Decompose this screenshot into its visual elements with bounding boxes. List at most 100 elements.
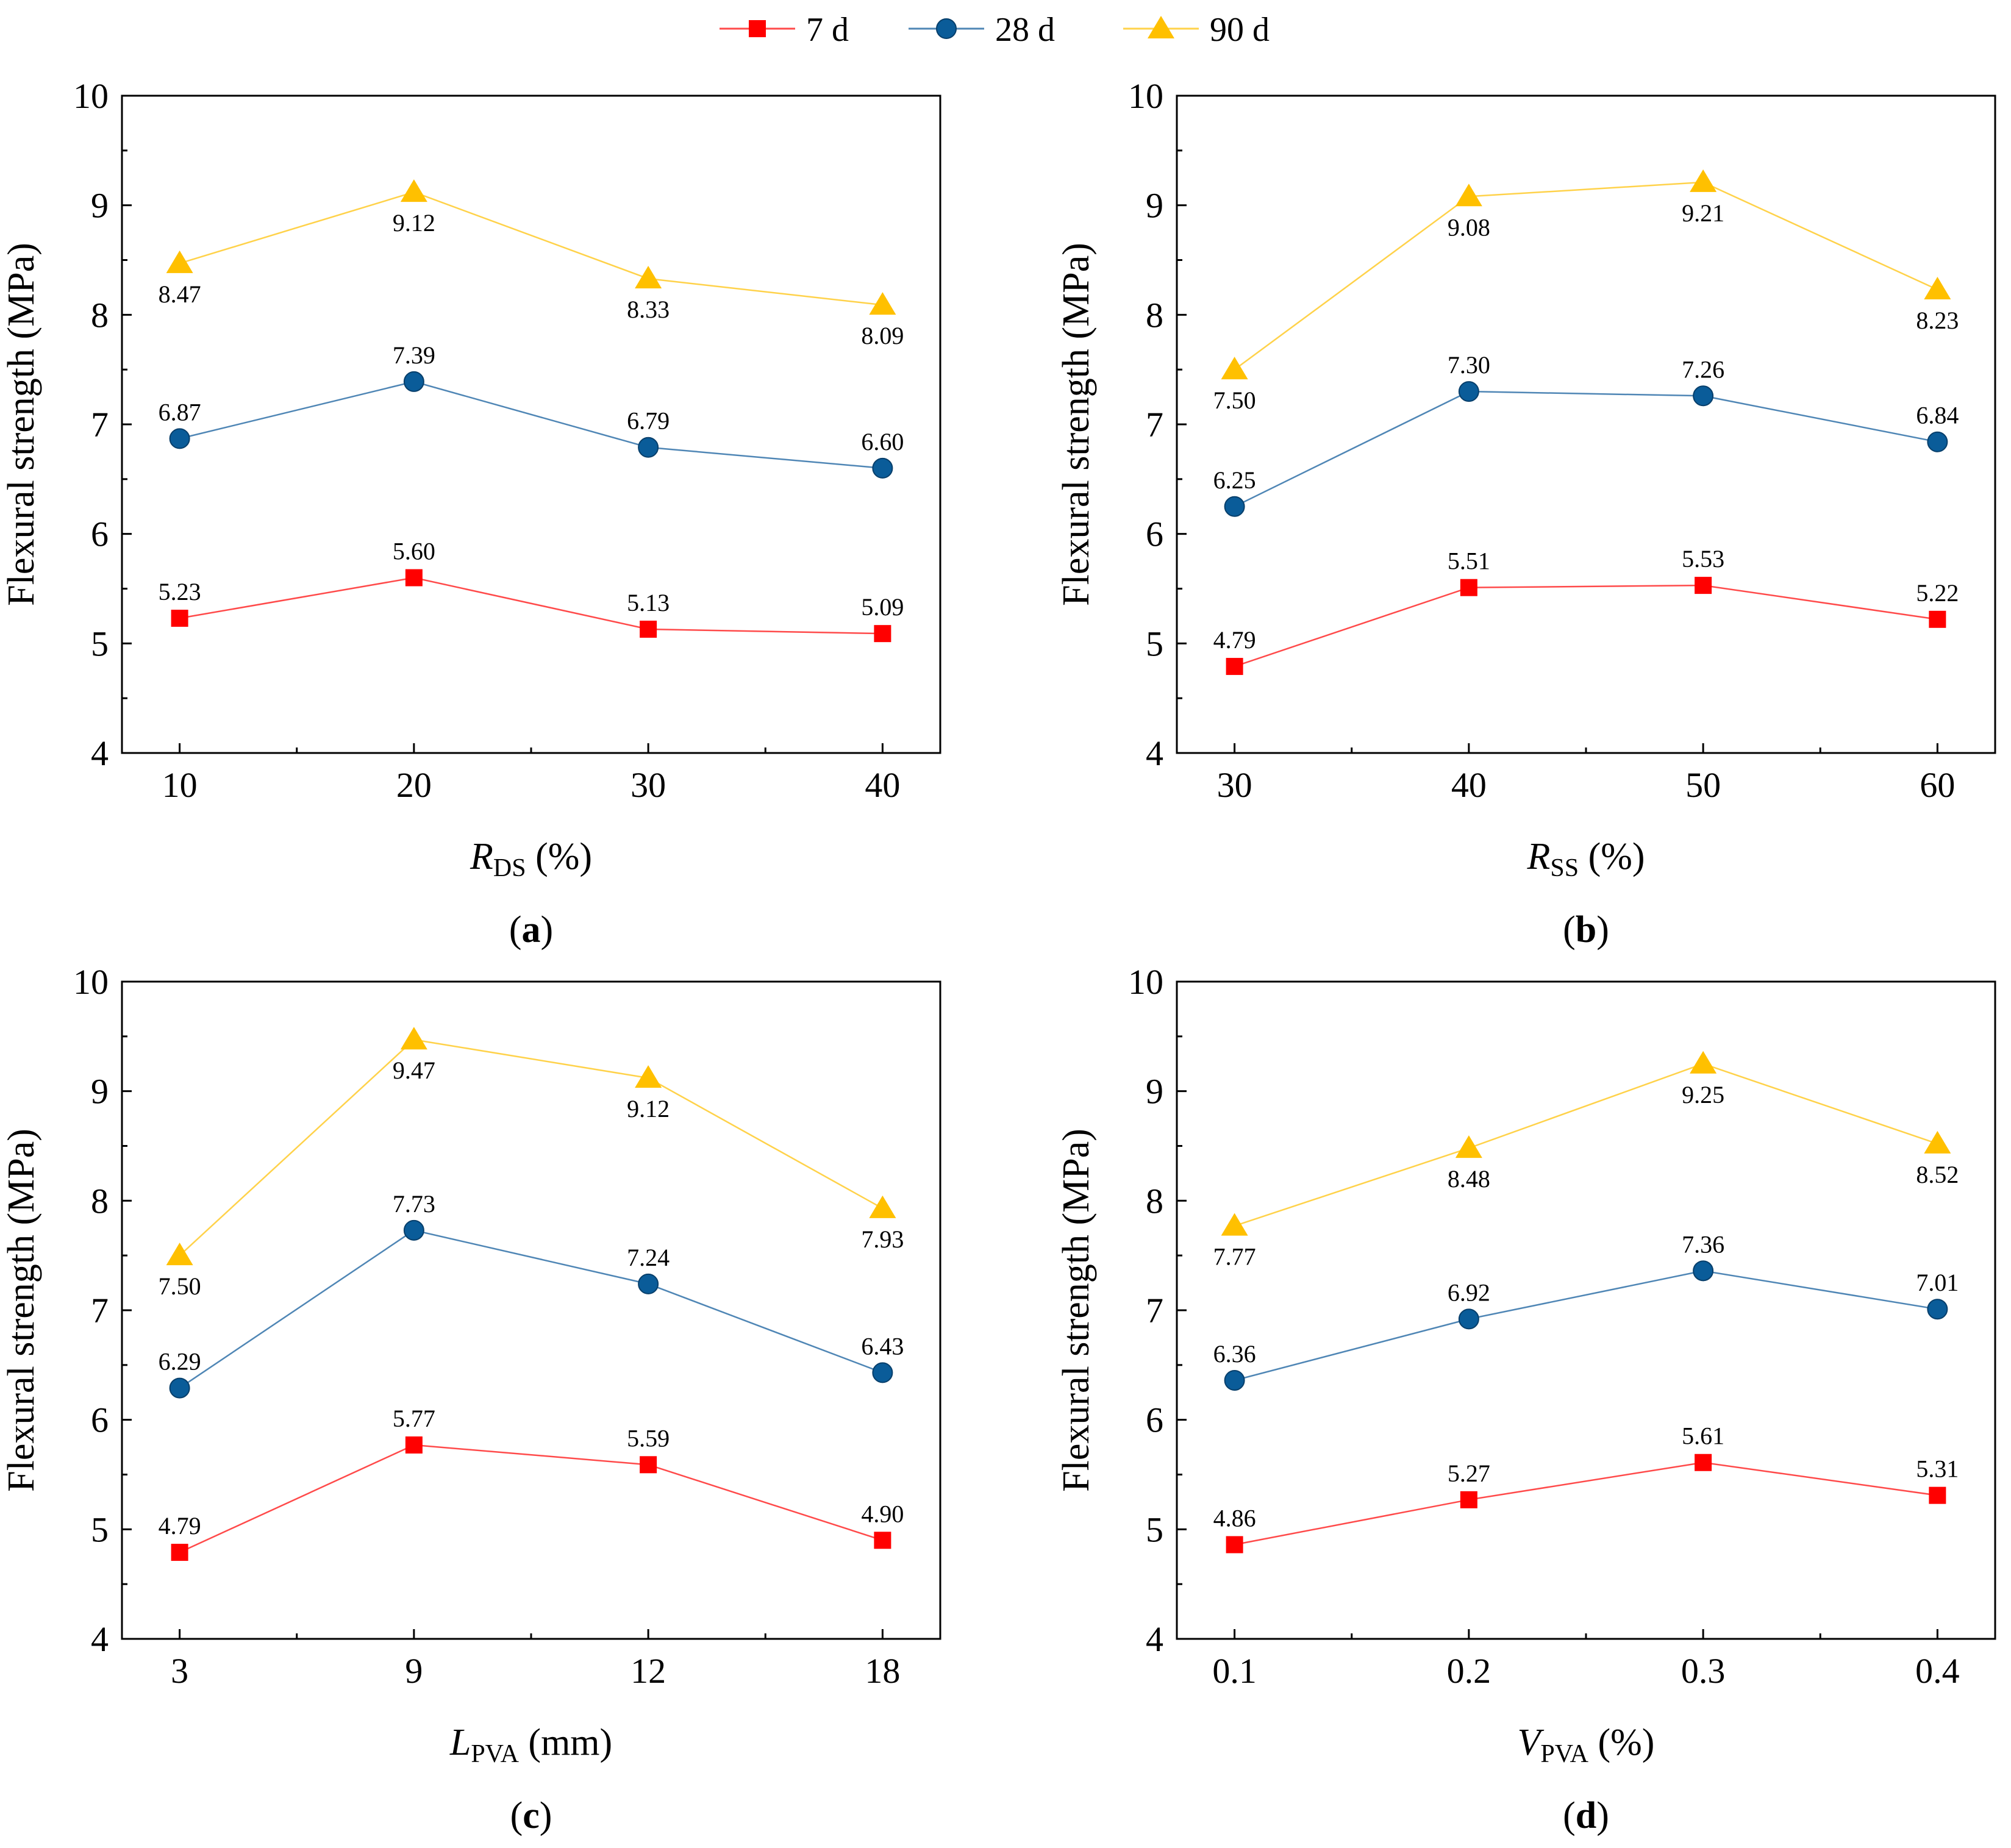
data-point xyxy=(1695,1454,1712,1471)
data-point xyxy=(1927,431,1948,452)
y-tick-label: 8 xyxy=(1146,295,1163,335)
series-line xyxy=(179,1444,883,1554)
data-label: 7.30 xyxy=(1448,351,1490,379)
series-line xyxy=(1234,1270,1938,1382)
data-label: 4.79 xyxy=(159,1512,201,1539)
data-point xyxy=(1927,1299,1948,1320)
y-tick-label: 8 xyxy=(91,1181,109,1221)
series-28d: 6.25 7.30 7.26 6.84 xyxy=(1213,351,1959,517)
data-point xyxy=(1455,184,1482,207)
data-point xyxy=(1224,1369,1245,1391)
x-tick-label: 30 xyxy=(630,765,666,805)
panel-label: (a) xyxy=(509,909,553,951)
panel-label-close-paren: ) xyxy=(1596,1795,1609,1836)
data-point xyxy=(400,179,427,202)
x-axis-title-main: L xyxy=(449,1722,471,1763)
data-point xyxy=(403,371,424,392)
data-point xyxy=(166,250,193,273)
x-tick-label: 0.2 xyxy=(1447,1651,1491,1691)
panel-label-letter: c xyxy=(523,1795,540,1836)
panel-label-close-paren: ) xyxy=(540,1795,552,1836)
y-tick-label: 10 xyxy=(1128,76,1163,116)
y-tick-label: 9 xyxy=(91,186,109,226)
y-tick-label: 4 xyxy=(1146,1619,1163,1659)
x-axis-title: VPVA (%) xyxy=(1518,1722,1655,1768)
data-point xyxy=(638,1273,659,1294)
data-point xyxy=(400,1027,427,1050)
y-tick-label: 6 xyxy=(91,1400,109,1440)
series-line xyxy=(1234,1063,1938,1227)
data-label: 9.21 xyxy=(1682,199,1724,227)
data-point xyxy=(635,1065,662,1088)
x-axis-title-main: R xyxy=(1526,836,1550,877)
legend-marker-circle xyxy=(936,18,957,39)
data-label: 7.39 xyxy=(393,341,435,369)
x-tick-label: 0.1 xyxy=(1212,1651,1257,1691)
chart-panel-d: 4 5 6 7 8 9 10 0.1 0.2 0.3 0.4 Flexural strength (M… xyxy=(1056,962,1996,1836)
legend-label: 28 d xyxy=(995,11,1055,49)
series-line xyxy=(1234,390,1938,507)
y-axis-title: Flexural strength (MPa) xyxy=(1,243,42,606)
x-axis-title: RSS (%) xyxy=(1526,836,1645,882)
data-point xyxy=(171,1544,188,1561)
data-point xyxy=(1455,1135,1482,1158)
x-tick-label: 0.4 xyxy=(1915,1651,1960,1691)
data-point xyxy=(1458,381,1479,402)
series-line xyxy=(179,191,883,306)
data-point xyxy=(405,569,423,587)
panel-label-close-paren: ) xyxy=(541,909,554,951)
series-line xyxy=(179,577,883,635)
series-line xyxy=(179,1038,883,1257)
x-axis-title-main: R xyxy=(470,836,493,877)
y-tick-label: 4 xyxy=(91,733,109,773)
data-label: 7.93 xyxy=(861,1225,904,1253)
data-label: 6.36 xyxy=(1213,1340,1256,1368)
series-line xyxy=(179,380,883,469)
y-tick-label: 7 xyxy=(1146,1291,1163,1330)
series-7d: 4.79 5.51 5.53 5.22 xyxy=(1213,545,1959,676)
series-7d: 4.79 5.77 5.59 4.90 xyxy=(159,1405,904,1561)
x-tick-label: 18 xyxy=(865,1651,900,1691)
data-point xyxy=(640,1456,657,1474)
y-axis-title: Flexural strength (MPa) xyxy=(1056,1129,1097,1492)
y-tick-label: 4 xyxy=(91,1619,109,1659)
data-label: 7.26 xyxy=(1682,355,1724,383)
panel-label-open-paren: ( xyxy=(1563,1795,1576,1836)
data-point xyxy=(169,1377,190,1399)
x-tick-label: 3 xyxy=(171,1651,188,1691)
x-axis-title-unit: (%) xyxy=(1579,836,1645,877)
data-label: 7.50 xyxy=(1213,387,1256,414)
y-tick-label: 8 xyxy=(1146,1181,1163,1221)
x-tick-label: 9 xyxy=(405,1651,423,1691)
panel-label-letter: d xyxy=(1576,1795,1596,1836)
data-point xyxy=(872,457,893,479)
data-point xyxy=(869,292,896,315)
y-tick-label: 9 xyxy=(91,1072,109,1111)
legend-marker-triangle xyxy=(1148,16,1174,38)
y-tick-label: 7 xyxy=(91,405,109,444)
data-label: 9.12 xyxy=(393,209,435,237)
legend: 7 d 28 d 90 d xyxy=(720,11,1270,49)
y-tick-label: 7 xyxy=(91,1291,109,1330)
data-label: 5.60 xyxy=(393,538,435,565)
y-tick-label: 4 xyxy=(1146,733,1163,773)
series-28d: 6.36 6.92 7.36 7.01 xyxy=(1213,1230,1959,1391)
x-axis-title: LPVA (mm) xyxy=(449,1722,612,1768)
data-point xyxy=(1924,1130,1951,1154)
data-point xyxy=(1693,1260,1714,1282)
data-label: 6.29 xyxy=(159,1348,201,1375)
legend-label: 90 d xyxy=(1210,11,1270,49)
y-tick-label: 6 xyxy=(91,515,109,554)
x-axis-title-sub: PVA xyxy=(471,1740,519,1768)
data-label: 7.24 xyxy=(627,1244,670,1271)
y-tick-label: 5 xyxy=(91,1510,109,1549)
plot-frame xyxy=(1176,95,1996,754)
y-tick-label: 10 xyxy=(73,962,109,1002)
data-label: 5.13 xyxy=(627,589,670,616)
y-tick-label: 8 xyxy=(91,295,109,335)
data-label: 6.84 xyxy=(1916,402,1959,429)
y-tick-label: 10 xyxy=(73,76,109,116)
data-label: 8.23 xyxy=(1916,307,1959,334)
series-28d: 6.87 7.39 6.79 6.60 xyxy=(159,341,904,479)
y-tick-label: 5 xyxy=(1146,624,1163,663)
